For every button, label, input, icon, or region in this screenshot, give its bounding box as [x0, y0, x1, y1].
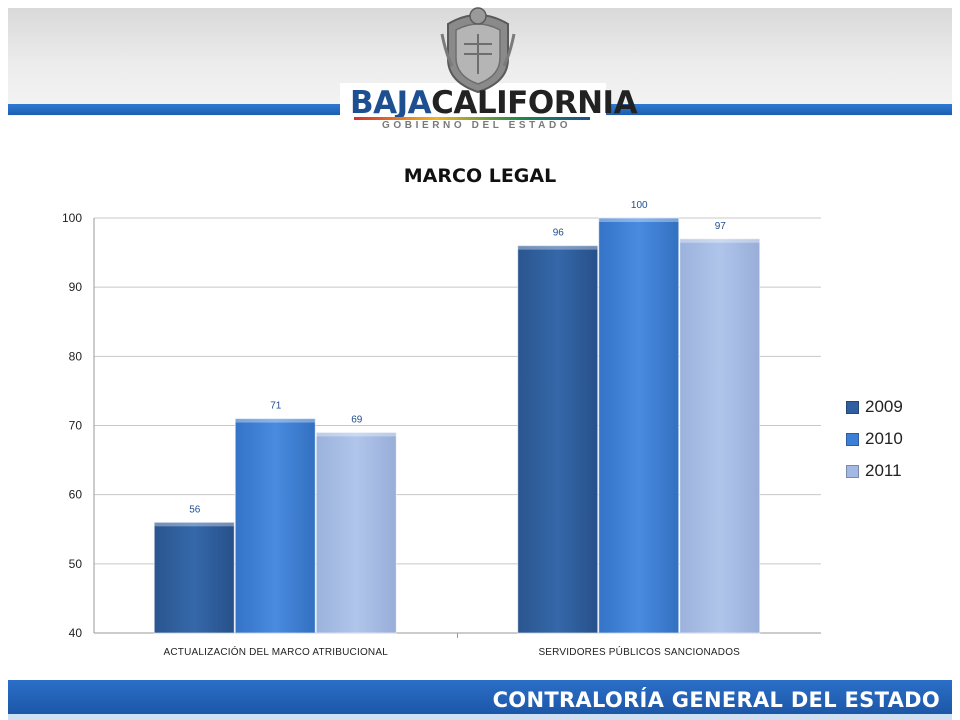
brand-color-rule	[354, 117, 590, 120]
bar	[679, 238, 761, 634]
y-tick-label: 40	[69, 626, 83, 640]
legend-item: 2009	[846, 391, 956, 423]
legend-label: 2011	[865, 461, 902, 480]
bar-top-bevel	[235, 418, 316, 423]
x-tick-label: ACTUALIZACIÓN DEL MARCO ATRIBUCIONAL	[164, 645, 389, 658]
footer-stripe	[8, 714, 952, 720]
data-label: 69	[351, 414, 363, 425]
bar-top-bevel	[679, 238, 760, 243]
bar	[153, 521, 235, 634]
legend-item: 2011	[846, 455, 956, 487]
chart-legend: 2009 2010 2011	[846, 391, 956, 487]
bar	[234, 418, 316, 634]
bar-top-bevel	[316, 432, 397, 437]
y-tick-label: 100	[62, 211, 82, 225]
y-tick-label: 70	[69, 419, 83, 433]
bar	[598, 217, 680, 634]
bar-top-bevel	[598, 218, 679, 222]
legend-label: 2010	[865, 429, 903, 448]
brand-part2: CALIFORNIA	[431, 85, 638, 121]
y-tick-label: 50	[69, 557, 83, 571]
y-tick-label: 80	[69, 349, 83, 363]
legend-swatch-2009	[846, 400, 859, 414]
logo-panel	[340, 83, 606, 136]
footer-title: CONTRALORÍA GENERAL DEL ESTADO	[492, 688, 940, 712]
legend-swatch-2010	[846, 432, 859, 446]
chart-title: MARCO LEGAL	[403, 165, 557, 187]
y-tick-label: 60	[69, 488, 83, 502]
bar	[315, 431, 397, 634]
data-label: 97	[715, 221, 727, 232]
data-label: 56	[189, 504, 201, 515]
x-tick-label: SERVIDORES PÚBLICOS SANCIONADOS	[538, 645, 740, 658]
brand-logo-text: BAJACALIFORNIA	[350, 85, 638, 121]
legend-item: 2010	[846, 423, 956, 455]
data-label: 96	[553, 228, 565, 239]
bar	[517, 245, 599, 634]
legend-label: 2009	[865, 397, 903, 416]
state-crest-icon	[440, 7, 516, 94]
bar-top-bevel	[517, 245, 598, 250]
legend-swatch-2011	[846, 464, 859, 478]
y-tick-label: 90	[69, 280, 83, 294]
footer-banner	[8, 680, 952, 714]
bar-top-bevel	[154, 522, 235, 527]
brand-part1: BAJA	[350, 85, 432, 121]
brand-tagline: GOBIERNO DEL ESTADO	[382, 120, 572, 131]
data-label: 71	[270, 401, 282, 412]
data-label: 100	[631, 200, 648, 211]
